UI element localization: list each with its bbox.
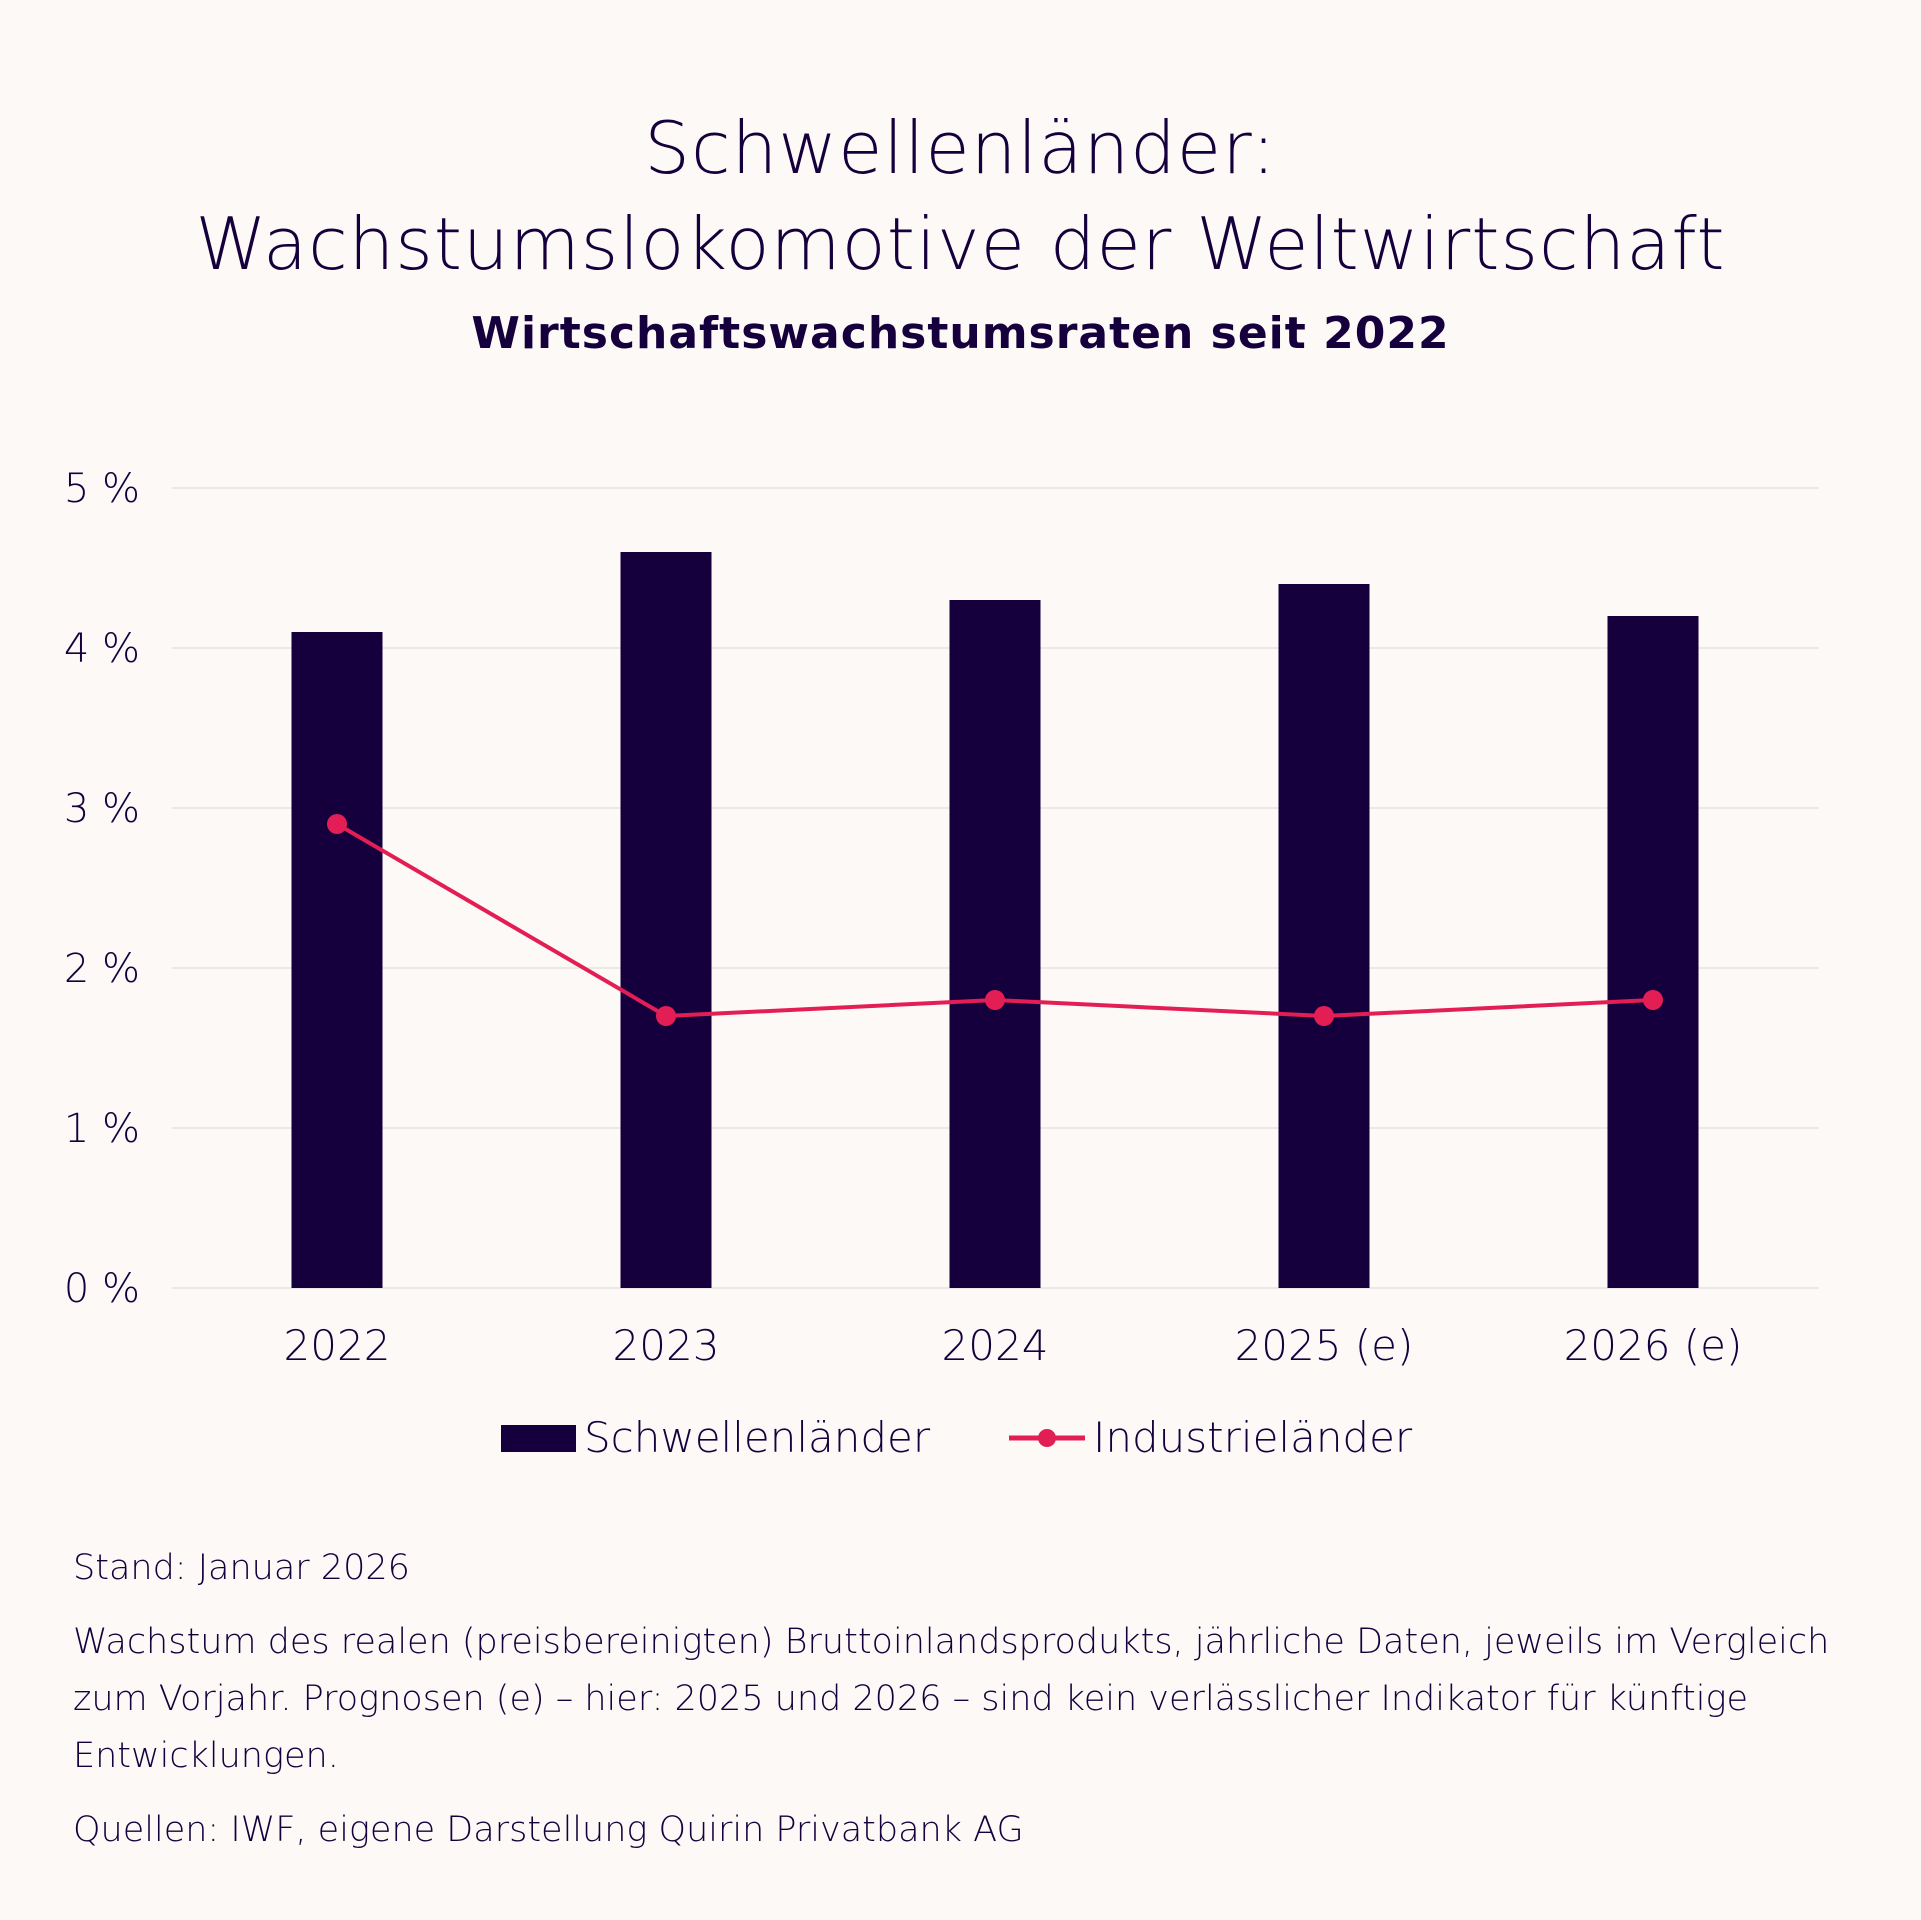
bar-series-schwellenlaender <box>291 552 1699 1288</box>
x-tick-label: 2026 (e) <box>1564 1321 1743 1370</box>
y-axis-ticks: 0 % 1 % 2 % 3 % 4 % 5 % <box>64 466 140 1312</box>
title-line-2: Wachstumslokomotive der Weltwirtschaft <box>195 202 1726 286</box>
line-point <box>1643 990 1663 1010</box>
x-tick-label: 2024 <box>942 1321 1049 1370</box>
bar <box>949 600 1041 1288</box>
footer-stand: Stand: Januar 2026 <box>73 1548 410 1588</box>
line-point <box>1314 1006 1334 1026</box>
x-axis-ticks: 2022 2023 2024 2025 (e) 2026 (e) <box>284 1321 1743 1370</box>
y-tick-label: 0 % <box>64 1266 140 1312</box>
footer-note: Wachstum des realen (preisbereinigten) B… <box>73 1622 1830 1776</box>
x-tick-label: 2025 (e) <box>1235 1321 1414 1370</box>
line-series-industrielaender <box>327 814 1663 1026</box>
legend: Schwellenländer Industrieländer <box>501 1413 1413 1462</box>
legend-label-industrielaender: Industrieländer <box>1093 1413 1413 1462</box>
footer-sources: Quellen: IWF, eigene Darstellung Quirin … <box>73 1810 1024 1850</box>
footer-notes: Stand: Januar 2026 Wachstum des realen (… <box>73 1540 1853 1876</box>
chart-subtitle: Wirtschaftswachstumsraten seit 2022 <box>471 308 1450 359</box>
bar <box>291 632 383 1288</box>
bar <box>620 552 712 1288</box>
line-point <box>656 1006 676 1026</box>
bar <box>1607 616 1699 1288</box>
legend-label-schwellenlaender: Schwellenländer <box>584 1413 931 1462</box>
legend-swatch-marker <box>1038 1429 1056 1447</box>
line-point <box>985 990 1005 1010</box>
chart-title: Schwellenländer: Wachstumslokomotive der… <box>0 100 1921 292</box>
y-tick-label: 4 % <box>64 626 140 672</box>
y-tick-label: 5 % <box>64 466 140 512</box>
title-line-1: Schwellenländer: <box>644 106 1277 190</box>
x-tick-label: 2023 <box>613 1321 720 1370</box>
legend-swatch-bar <box>501 1425 576 1452</box>
x-tick-label: 2022 <box>284 1321 391 1370</box>
bar <box>1278 584 1370 1288</box>
y-tick-label: 3 % <box>64 786 140 832</box>
y-tick-label: 2 % <box>64 946 140 992</box>
line-point <box>327 814 347 834</box>
chart: 0 %1 %2 %3 %4 %5 % 2022 2023 2024 2025 (e) 2… <box>64 466 1819 1462</box>
y-tick-label: 1 % <box>64 1106 140 1152</box>
